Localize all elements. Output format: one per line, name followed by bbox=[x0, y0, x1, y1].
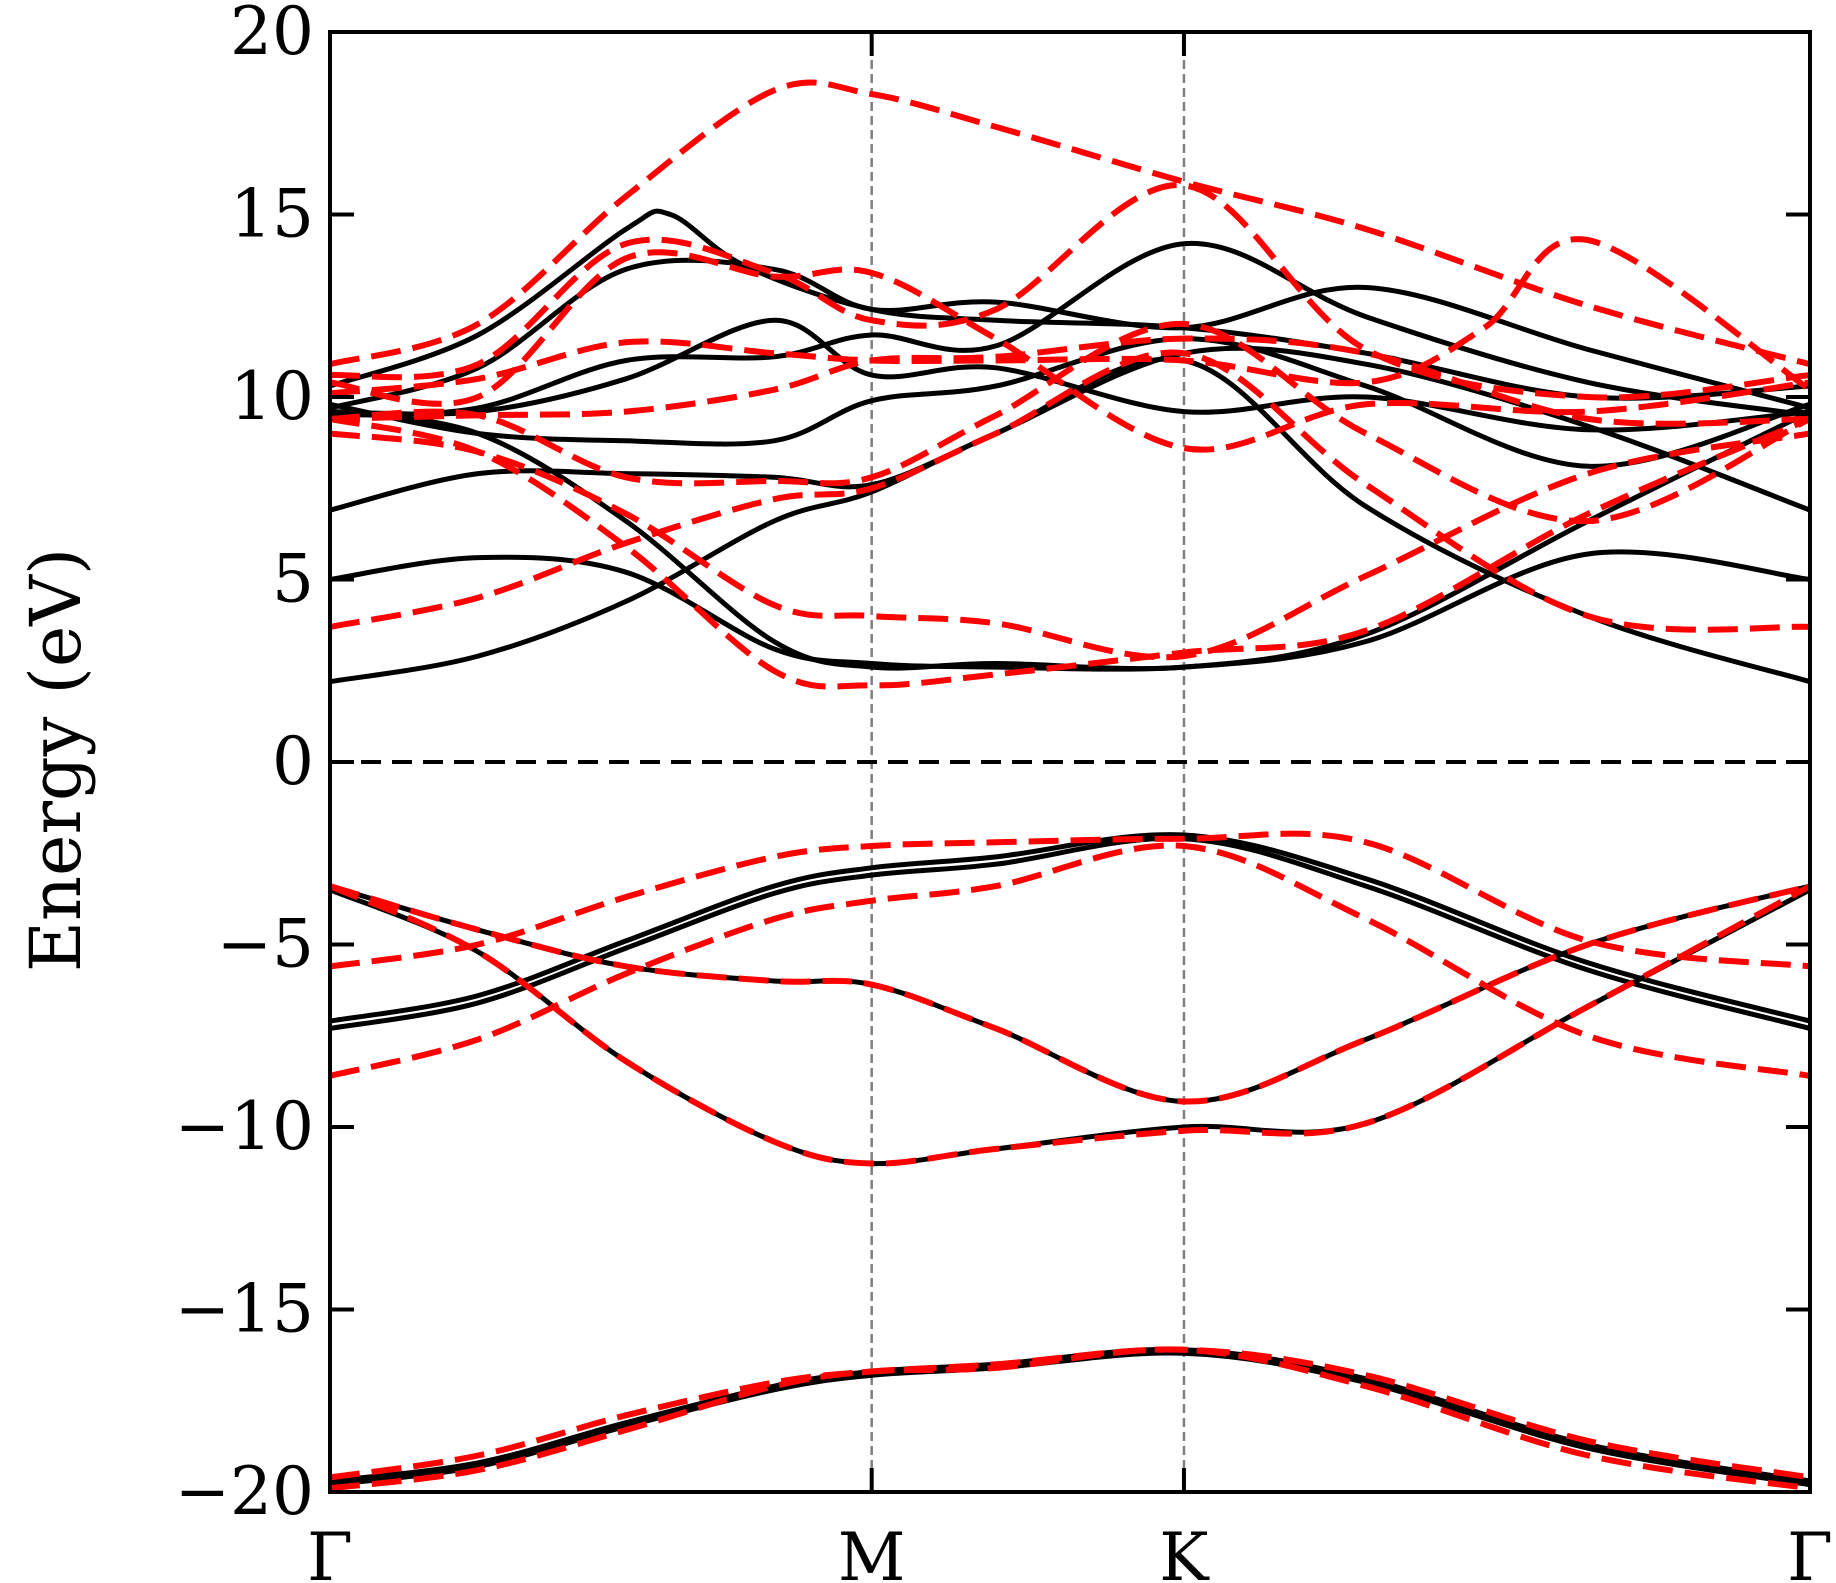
dashed-band-14 bbox=[330, 236, 1810, 397]
y-axis-label: Energy (eV) bbox=[15, 548, 97, 972]
solid-band-6 bbox=[330, 832, 1810, 1024]
y-tick-label: 15 bbox=[230, 176, 314, 253]
solid-band-2 bbox=[330, 1350, 1810, 1488]
solid-band-11 bbox=[330, 336, 1810, 469]
x-tick-label-3: K bbox=[1159, 1519, 1210, 1583]
dashed-band-6 bbox=[330, 830, 1810, 970]
y-tick-label: −10 bbox=[175, 1088, 314, 1165]
dashed-band-3 bbox=[330, 883, 1810, 1167]
solid-band-14 bbox=[330, 257, 1810, 411]
x-tick-label-4: Γ bbox=[1787, 1519, 1833, 1583]
solid-band-13 bbox=[330, 240, 1810, 418]
y-tick-label: 0 bbox=[272, 723, 314, 800]
dashed-band-4 bbox=[330, 883, 1810, 1105]
dashed-band-5 bbox=[330, 842, 1810, 1079]
solid-band-1 bbox=[330, 1346, 1810, 1484]
dashed-band-13 bbox=[330, 182, 1810, 401]
dashed-band-1 bbox=[330, 1346, 1810, 1481]
dashed-band-9 bbox=[330, 430, 1810, 661]
y-tick-label: −20 bbox=[175, 1453, 314, 1530]
y-tick-label: 20 bbox=[230, 0, 314, 70]
dashed-band-11 bbox=[330, 320, 1810, 525]
dashed-band-12 bbox=[330, 249, 1810, 453]
bands-dashed bbox=[330, 79, 1810, 1492]
solid-band-12 bbox=[330, 317, 1810, 433]
solid-band-3 bbox=[330, 887, 1810, 1167]
solid-band-5 bbox=[330, 835, 1810, 1031]
y-tick-label: −5 bbox=[217, 906, 314, 983]
dashed-band-2 bbox=[330, 1346, 1810, 1492]
dashed-band-15 bbox=[330, 79, 1810, 368]
y-tick-label: −15 bbox=[175, 1271, 314, 1348]
y-tick-label: 5 bbox=[272, 541, 314, 618]
y-tick-label: 10 bbox=[230, 358, 314, 435]
bands-solid bbox=[330, 208, 1810, 1488]
dashed-band-7 bbox=[330, 349, 1810, 633]
x-tick-label-1: Γ bbox=[307, 1519, 353, 1583]
solid-band-8 bbox=[330, 549, 1810, 672]
solid-band-15 bbox=[330, 208, 1810, 401]
y-axis-ticks: −20 −15 −10 −5 0 5 10 15 20 bbox=[175, 0, 1810, 1530]
solid-band-9 bbox=[330, 409, 1810, 672]
x-tick-label-2: M bbox=[838, 1519, 906, 1583]
solid-band-4 bbox=[330, 883, 1810, 1105]
dashed-band-8 bbox=[330, 415, 1810, 690]
